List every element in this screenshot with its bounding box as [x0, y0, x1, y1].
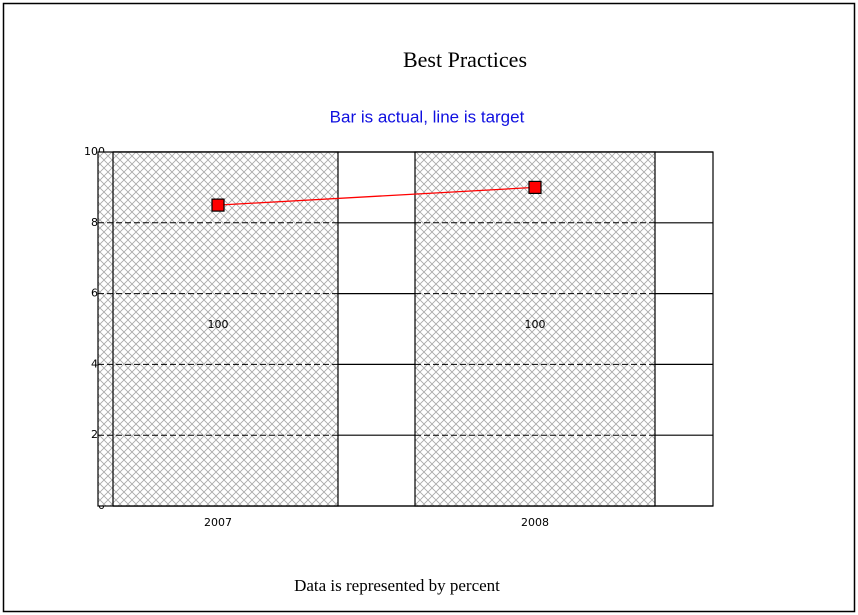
chart-title: Best Practices [403, 47, 527, 72]
chart-subtitle: Bar is actual, line is target [330, 107, 525, 126]
bar-value-label: 100 [208, 318, 229, 331]
target-marker [528, 180, 542, 194]
bar [414, 151, 656, 507]
bar-value-label: 100 [525, 318, 546, 331]
target-marker [211, 198, 225, 212]
target-line [217, 186, 536, 206]
x-tick-label: 2007 [204, 516, 232, 529]
footer-note: Data is represented by percent [294, 576, 500, 595]
plot-border [112, 151, 714, 507]
x-tick-label: 2008 [521, 516, 549, 529]
